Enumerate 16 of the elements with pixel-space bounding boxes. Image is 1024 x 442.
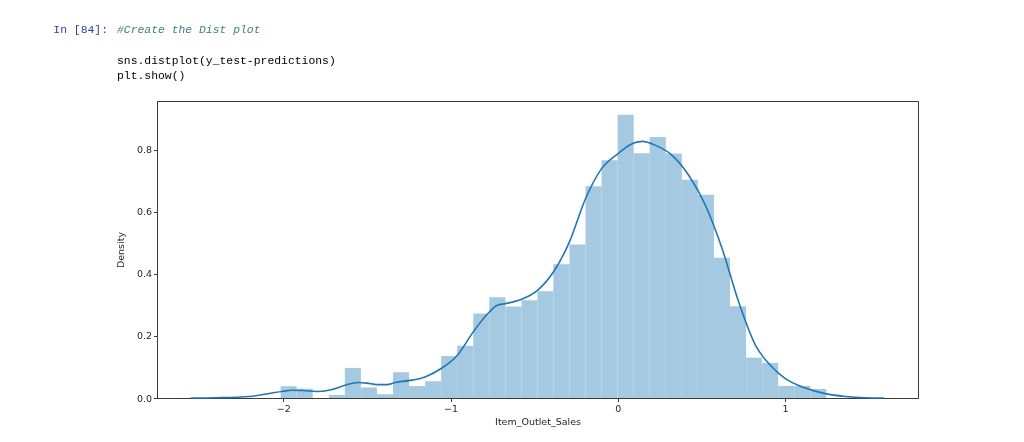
y-tick-label: 0.0 (136, 392, 152, 404)
y-tick-label: 0.8 (136, 144, 152, 156)
y-tick-label: 0.4 (136, 268, 152, 280)
y-tick-label: 0.6 (136, 206, 152, 218)
text: #Create the Dist plot (117, 24, 261, 36)
x-tick-label: 0 (615, 403, 622, 414)
text: In [84]: (53, 24, 108, 36)
x-tick-label: −2 (276, 403, 291, 414)
text: plt.show() (117, 70, 186, 82)
x-tick-label: 1 (782, 403, 789, 414)
y-tick-label: 0.2 (136, 330, 152, 342)
x-axis-title: Item_Outlet_Sales (495, 415, 581, 427)
line-series (190, 140, 885, 399)
y-axis-title: Density (114, 231, 126, 269)
text: sns.distplot(y_test-predictions) (117, 55, 336, 67)
x-tick-label: −1 (444, 403, 459, 414)
